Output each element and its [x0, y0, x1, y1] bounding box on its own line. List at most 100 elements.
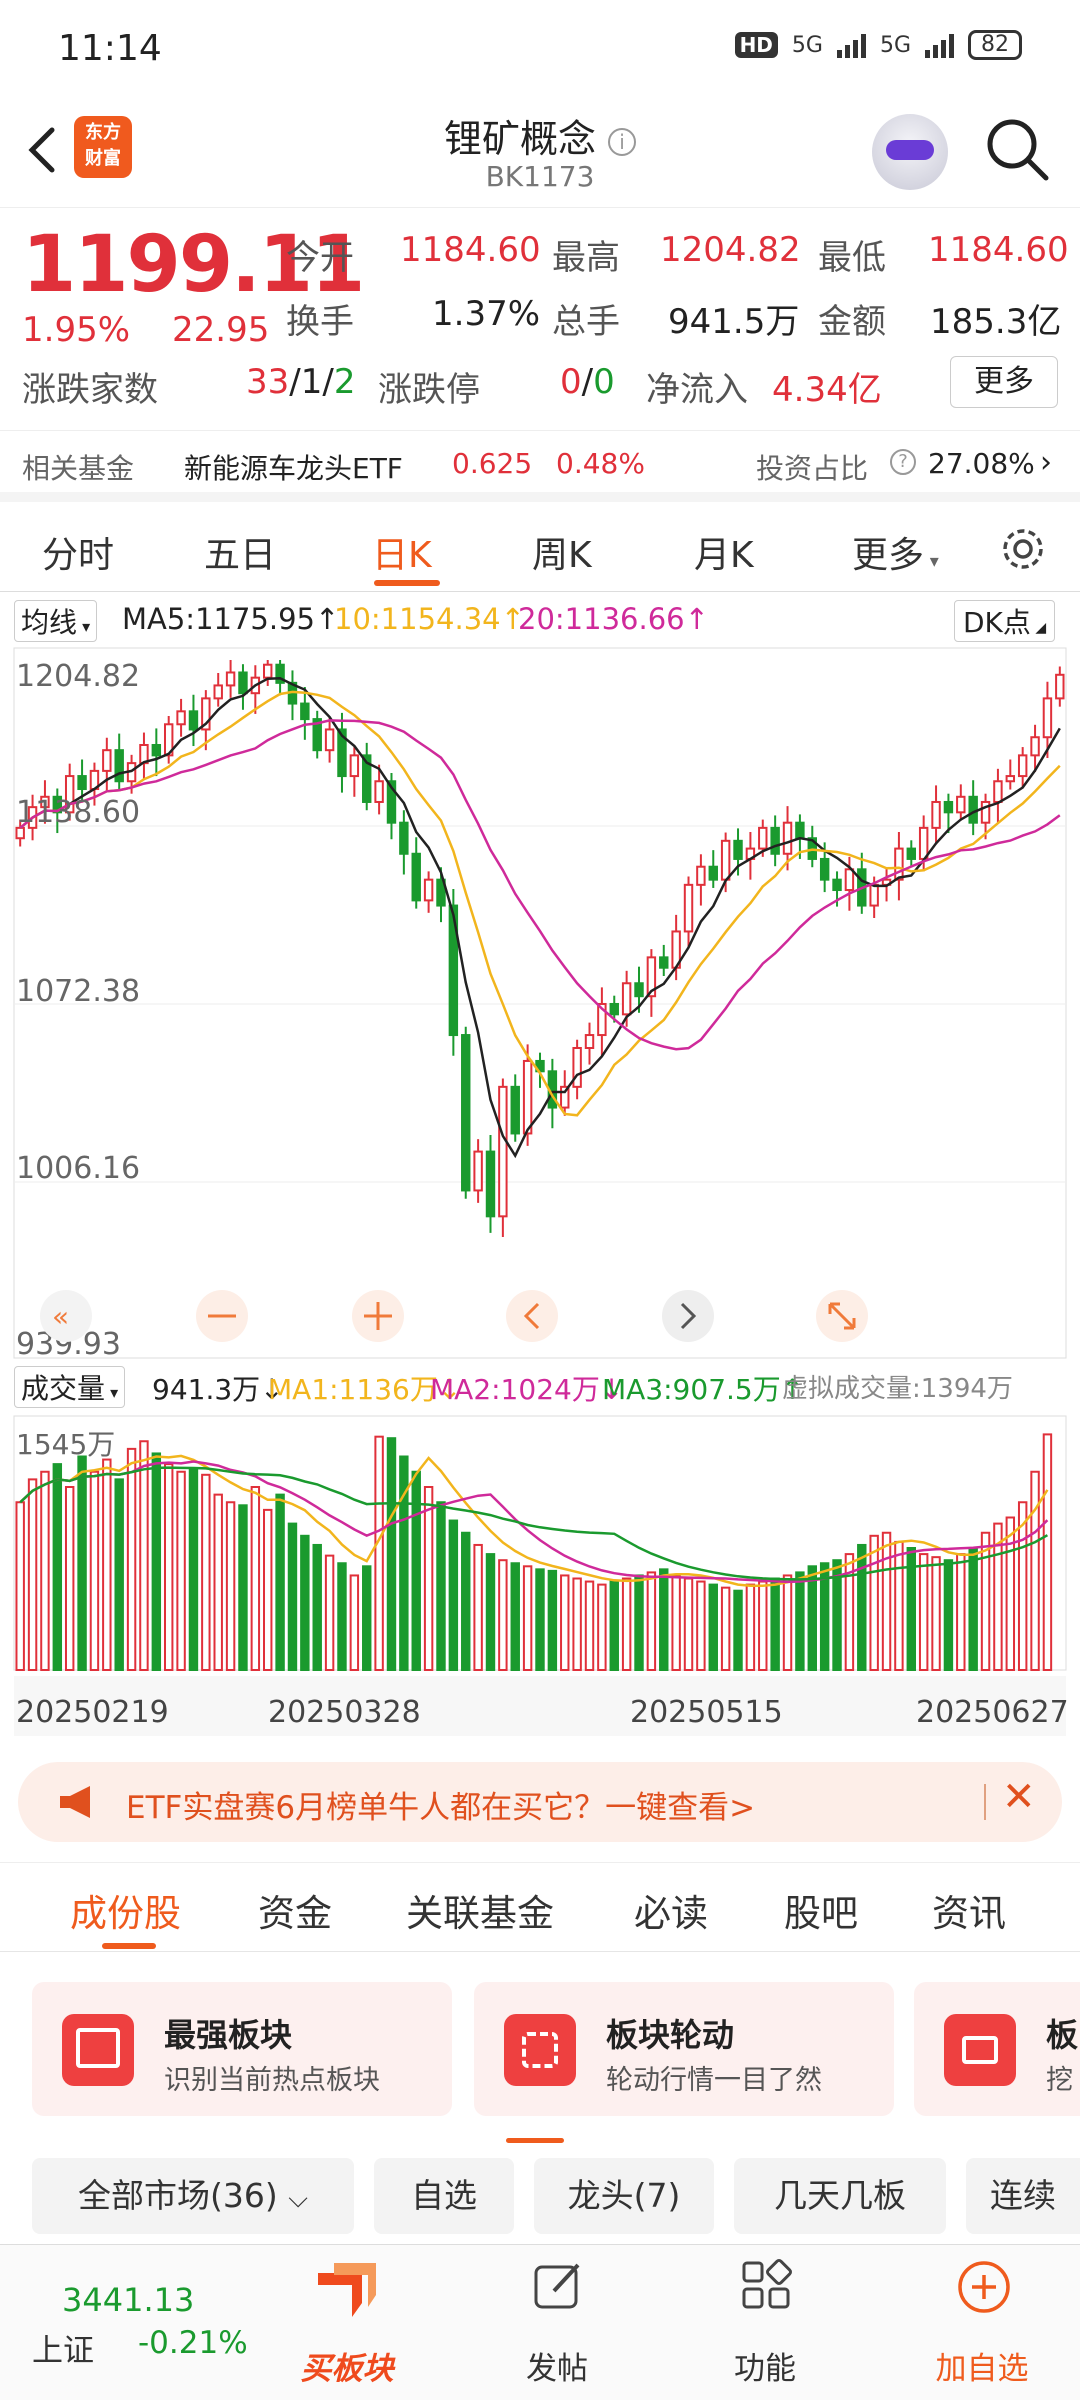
volume-bar [312, 1543, 322, 1672]
volume-bar [918, 1553, 929, 1671]
scroll-left-icon[interactable] [506, 1290, 558, 1342]
card-sector-rotation[interactable]: 板块轮动 轮动行情一目了然 [474, 1982, 894, 2116]
zoom-out-icon[interactable] [196, 1290, 248, 1342]
page-title: 锂矿概念 i [0, 108, 1080, 163]
breadth-label: 涨跌家数 [22, 370, 158, 410]
zoom-in-icon[interactable] [352, 1290, 404, 1342]
nav-post[interactable]: 发帖 [492, 2245, 622, 2401]
change-percent: 1.95% [22, 310, 131, 350]
card-strongest-sector[interactable]: 最强板块 识别当前热点板块 [32, 1982, 452, 2116]
volume-bar [423, 1486, 434, 1671]
volume-grid [13, 1415, 1067, 1736]
volume-bar [411, 1470, 421, 1671]
search-icon[interactable] [982, 114, 1052, 184]
candle-body [522, 1059, 533, 1135]
tab-monthly-k[interactable]: 月K [694, 535, 754, 576]
volume-bar [683, 1577, 694, 1671]
volume-ma3-line [19, 1466, 1049, 1581]
candle-body [646, 956, 657, 998]
kline-chart[interactable]: 1204.82 1138.60 1072.38 1006.16 939.93 1… [0, 646, 1080, 1746]
inflow-label: 净流入 [646, 370, 748, 410]
promo-banner[interactable]: ETF实盘赛6月榜单牛人都在买它？一键查看> ✕ [18, 1762, 1062, 1842]
candle-body [621, 982, 632, 1016]
tab-weekly-k[interactable]: 周K [532, 535, 592, 576]
open-label: 今开 [286, 238, 354, 278]
info-icon[interactable]: i [608, 127, 637, 156]
tab-must-read[interactable]: 必读 [634, 1892, 708, 1935]
candle-body [436, 878, 446, 907]
volume-bar [436, 1501, 446, 1671]
scroll-right-icon[interactable] [662, 1290, 714, 1342]
ai-assistant-icon[interactable] [872, 114, 948, 190]
card-subtitle: 轮动行情一目了然 [606, 2065, 822, 2096]
back-arrow-icon[interactable] [18, 120, 68, 180]
candle-body [708, 865, 718, 881]
last-price: 1199.11 [22, 220, 365, 310]
volume-bar [188, 1467, 199, 1672]
volume-bar [287, 1522, 298, 1671]
volume-bar [807, 1565, 817, 1671]
volume-bar [609, 1580, 619, 1671]
volume-bar [139, 1440, 149, 1671]
candle-body [411, 852, 421, 902]
close-icon[interactable]: ✕ [1002, 1774, 1036, 1820]
volume-bar [1030, 1470, 1040, 1671]
divider [984, 1784, 986, 1820]
volume-bar [485, 1553, 496, 1671]
tab-intraday[interactable]: 分时 [42, 535, 115, 576]
filter-limit-days[interactable]: 几天几板 [734, 2158, 946, 2234]
related-fund-row[interactable]: 相关基金 新能源车龙头ETF 0.625 0.48% 投资占比 ? 27.08%… [0, 430, 1080, 502]
nav-label: 买板块 [300, 2351, 394, 2387]
plus-circle-icon [958, 2261, 1010, 2313]
filter-leaders[interactable]: 龙头(7) [534, 2158, 714, 2234]
index-value: 3441.13 [62, 2281, 195, 2319]
active-tab-indicator [374, 580, 440, 586]
card-partial[interactable]: 板 挖 [914, 1982, 1080, 2116]
candle-body [819, 857, 830, 881]
fullscreen-icon[interactable] [816, 1290, 868, 1342]
scroll-left-fast-icon[interactable]: « [40, 1290, 92, 1342]
tab-forum[interactable]: 股吧 [784, 1892, 858, 1935]
volume-bar [52, 1463, 63, 1671]
price-tick-label: 1072.38 [16, 974, 140, 1009]
fund-name[interactable]: 新能源车龙头ETF [184, 452, 403, 485]
volume-bar [263, 1508, 273, 1671]
tab-funds-flow[interactable]: 资金 [258, 1892, 332, 1935]
invest-ratio-label: 投资占比 [756, 452, 869, 485]
volume-bar [708, 1583, 718, 1671]
more-button[interactable]: 更多 [950, 356, 1058, 408]
ma-type-dropdown[interactable]: 均线 ▾ [14, 600, 98, 642]
volume-value: 941.5万 [668, 302, 800, 342]
chevron-right-icon[interactable]: › [1040, 445, 1052, 480]
tab-daily-k[interactable]: 日K [372, 535, 432, 576]
volume-bar [844, 1553, 855, 1671]
tab-news[interactable]: 资讯 [932, 1892, 1006, 1935]
volume-bar [64, 1486, 75, 1671]
volume-type-dropdown[interactable]: 成交量 ▾ [14, 1366, 126, 1408]
tab-related-funds[interactable]: 关联基金 [406, 1892, 554, 1935]
volume-bar [720, 1586, 731, 1672]
tab-constituents[interactable]: 成份股 [70, 1892, 181, 1935]
nav-buy-sector[interactable]: 买板块 [282, 2245, 412, 2401]
price-tick-label: 1006.16 [16, 1151, 140, 1186]
filter-watchlist[interactable]: 自选 [374, 2158, 514, 2234]
high-value: 1204.82 [660, 230, 801, 270]
volume-bar [349, 1574, 360, 1672]
volume-bar [275, 1493, 285, 1671]
promo-text: ETF实盘赛6月榜单牛人都在买它？一键查看> [126, 1790, 756, 1826]
volume-bar [634, 1574, 644, 1672]
nav-add-watchlist[interactable]: 加自选 [912, 2245, 1052, 2401]
tab-more[interactable]: 更多 ▾ [852, 535, 939, 576]
nav-functions[interactable]: 功能 [700, 2245, 830, 2401]
dk-point-button[interactable]: DK点 ◢ [954, 600, 1056, 642]
ma20-value: 20:1136.66↑ [518, 602, 709, 636]
candle-body [114, 749, 124, 783]
index-ticker[interactable]: 3441.13 上证 -0.21% [18, 2245, 248, 2401]
filter-all-markets[interactable]: 全部市场(36) ⌵ [32, 2158, 354, 2234]
volume-bar [337, 1562, 347, 1671]
help-icon[interactable]: ? [890, 449, 916, 475]
tab-five-day[interactable]: 五日 [204, 535, 277, 576]
filter-consecutive[interactable]: 连续 [966, 2158, 1080, 2234]
settings-gear-icon[interactable] [998, 524, 1048, 574]
candle-body [1042, 697, 1053, 739]
